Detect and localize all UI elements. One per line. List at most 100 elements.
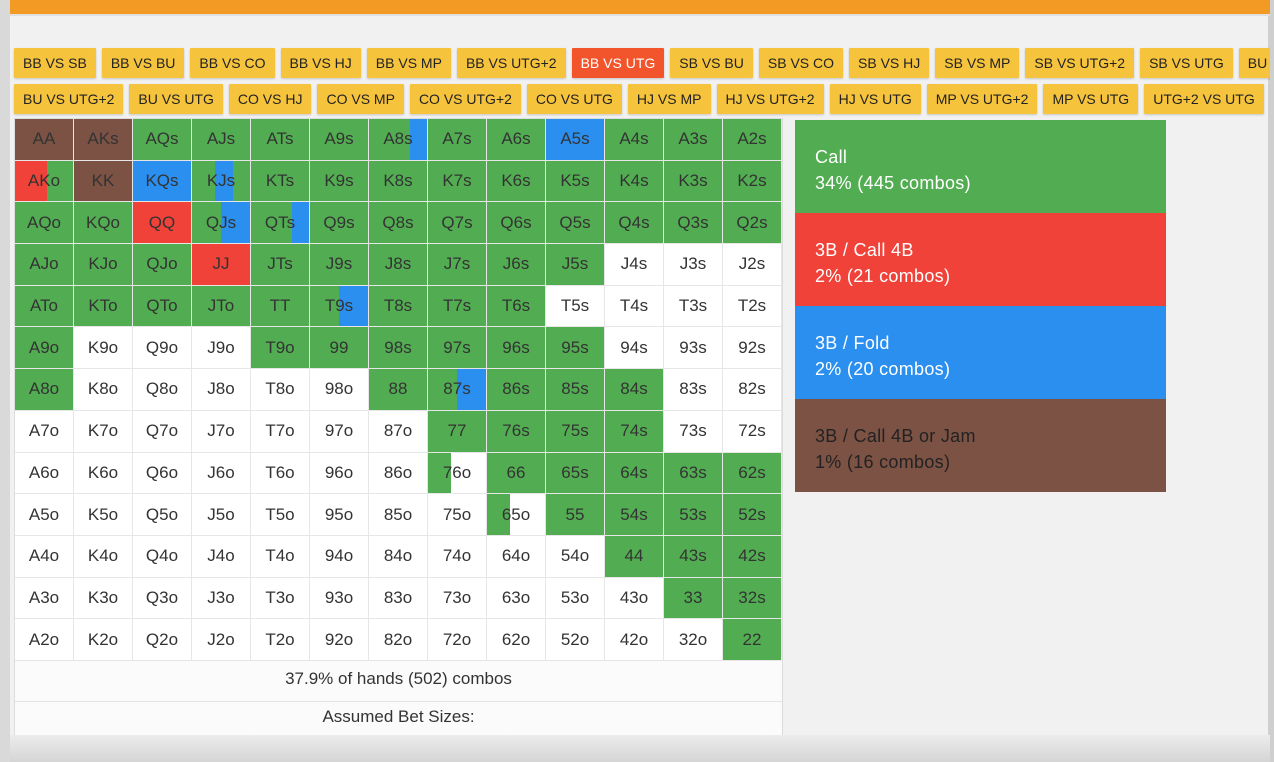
hand-cell-t5o[interactable]: T5o [251,494,310,536]
hand-cell-t7o[interactable]: T7o [251,410,310,453]
hand-cell-k9s[interactable]: K9s [310,160,369,203]
tab-bb-vs-bu[interactable]: BB VS BU [101,48,185,78]
hand-cell-43o[interactable]: 43o [605,577,664,620]
hand-cell-j4s[interactable]: J4s [605,244,664,286]
hand-cell-a7s[interactable]: A7s [428,119,487,161]
hand-cell-93o[interactable]: 93o [310,577,369,620]
hand-cell-64o[interactable]: 64o [487,535,546,578]
hand-cell-t9o[interactable]: T9o [251,327,310,370]
hand-cell-a6o[interactable]: A6o [15,452,74,495]
hand-cell-99[interactable]: 99 [310,327,369,370]
hand-cell-t8o[interactable]: T8o [251,369,310,411]
hand-cell-84s[interactable]: 84s [605,369,664,411]
legend-3b-call-4b-or-jam[interactable]: 3B / Call 4B or Jam 1% (16 combos) [795,399,1166,492]
hand-cell-22[interactable]: 22 [723,619,782,661]
hand-cell-aa[interactable]: AA [15,119,74,161]
hand-cell-83s[interactable]: 83s [664,369,723,411]
hand-cell-97o[interactable]: 97o [310,410,369,453]
hand-cell-a7o[interactable]: A7o [15,410,74,453]
hand-cell-a8o[interactable]: A8o [15,369,74,411]
tab-sb-vs-utg[interactable]: SB VS UTG [1140,48,1233,78]
tab-bb-vs-hj[interactable]: BB VS HJ [280,48,361,78]
hand-cell-62s[interactable]: 62s [723,452,782,495]
hand-cell-q5o[interactable]: Q5o [133,494,192,536]
hand-cell-j8o[interactable]: J8o [192,369,251,411]
hand-cell-52o[interactable]: 52o [546,619,605,661]
hand-cell-k6o[interactable]: K6o [74,452,133,495]
hand-cell-75o[interactable]: 75o [428,494,487,536]
tab-bb-vs-utg-2[interactable]: BB VS UTG+2 [456,48,566,78]
hand-cell-a5s[interactable]: A5s [546,119,605,161]
hand-cell-65s[interactable]: 65s [546,452,605,495]
tab-hj-vs-mp[interactable]: HJ VS MP [627,84,711,114]
hand-cell-j7s[interactable]: J7s [428,244,487,286]
hand-cell-55[interactable]: 55 [546,494,605,536]
hand-cell-j9o[interactable]: J9o [192,327,251,370]
hand-cell-t2s[interactable]: T2s [723,285,782,328]
hand-cell-a6s[interactable]: A6s [487,119,546,161]
tab-sb-vs-mp[interactable]: SB VS MP [935,48,1020,78]
hand-cell-kts[interactable]: KTs [251,160,310,203]
hand-cell-k2o[interactable]: K2o [74,619,133,661]
hand-cell-97s[interactable]: 97s [428,327,487,370]
hand-cell-kjs[interactable]: KJs [192,160,251,203]
hand-cell-74s[interactable]: 74s [605,410,664,453]
hand-cell-ako[interactable]: AKo [15,160,74,203]
hand-cell-86s[interactable]: 86s [487,369,546,411]
hand-cell-64s[interactable]: 64s [605,452,664,495]
tab-bb-vs-mp[interactable]: BB VS MP [366,48,451,78]
hand-cell-k3s[interactable]: K3s [664,160,723,203]
hand-cell-kqo[interactable]: KQo [74,202,133,245]
hand-cell-32o[interactable]: 32o [664,619,723,661]
hand-cell-t6s[interactable]: T6s [487,285,546,328]
hand-cell-a4o[interactable]: A4o [15,535,74,578]
hand-cell-aks[interactable]: AKs [74,119,133,161]
hand-cell-t5s[interactable]: T5s [546,285,605,328]
tab-co-vs-hj[interactable]: CO VS HJ [228,84,312,114]
hand-cell-j5o[interactable]: J5o [192,494,251,536]
hand-cell-77[interactable]: 77 [428,410,487,453]
hand-cell-a9o[interactable]: A9o [15,327,74,370]
hand-cell-q5s[interactable]: Q5s [546,202,605,245]
hand-cell-85s[interactable]: 85s [546,369,605,411]
hand-cell-q7o[interactable]: Q7o [133,410,192,453]
hand-cell-ats[interactable]: ATs [251,119,310,161]
hand-cell-tt[interactable]: TT [251,285,310,328]
hand-cell-k5s[interactable]: K5s [546,160,605,203]
hand-cell-87o[interactable]: 87o [369,410,428,453]
hand-cell-92o[interactable]: 92o [310,619,369,661]
tab-co-vs-utg[interactable]: CO VS UTG [526,84,622,114]
tab-bu-vs[interactable]: BU VS [1238,48,1270,78]
hand-cell-54s[interactable]: 54s [605,494,664,536]
hand-cell-a3s[interactable]: A3s [664,119,723,161]
hand-cell-33[interactable]: 33 [664,577,723,620]
hand-cell-jts[interactable]: JTs [251,244,310,286]
hand-cell-jj[interactable]: JJ [192,244,251,286]
hand-cell-98o[interactable]: 98o [310,369,369,411]
hand-cell-82o[interactable]: 82o [369,619,428,661]
hand-cell-qto[interactable]: QTo [133,285,192,328]
hand-cell-j7o[interactable]: J7o [192,410,251,453]
hand-cell-k6s[interactable]: K6s [487,160,546,203]
hand-cell-j4o[interactable]: J4o [192,535,251,578]
hand-cell-62o[interactable]: 62o [487,619,546,661]
hand-cell-kto[interactable]: KTo [74,285,133,328]
hand-cell-86o[interactable]: 86o [369,452,428,495]
hand-cell-q2s[interactable]: Q2s [723,202,782,245]
hand-cell-j6o[interactable]: J6o [192,452,251,495]
hand-cell-a2s[interactable]: A2s [723,119,782,161]
hand-cell-65o[interactable]: 65o [487,494,546,536]
hand-cell-95o[interactable]: 95o [310,494,369,536]
hand-cell-66[interactable]: 66 [487,452,546,495]
hand-cell-73s[interactable]: 73s [664,410,723,453]
hand-cell-qts[interactable]: QTs [251,202,310,245]
hand-cell-k4s[interactable]: K4s [605,160,664,203]
hand-cell-63s[interactable]: 63s [664,452,723,495]
hand-cell-qjs[interactable]: QJs [192,202,251,245]
hand-cell-t2o[interactable]: T2o [251,619,310,661]
hand-cell-q4o[interactable]: Q4o [133,535,192,578]
hand-cell-54o[interactable]: 54o [546,535,605,578]
hand-cell-73o[interactable]: 73o [428,577,487,620]
hand-cell-k3o[interactable]: K3o [74,577,133,620]
hand-cell-k2s[interactable]: K2s [723,160,782,203]
